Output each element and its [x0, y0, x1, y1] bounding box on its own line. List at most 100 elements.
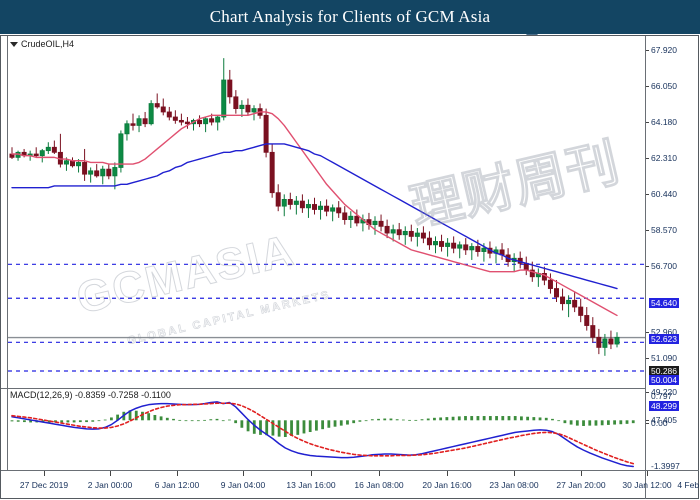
histogram-bar — [470, 416, 474, 421]
histogram-bar — [60, 420, 64, 423]
histogram-bar — [209, 419, 213, 421]
histogram-bar — [370, 419, 374, 421]
candle-body — [451, 242, 457, 249]
date-axis[interactable]: 27 Dec 2019 2 Jan 00:00 6 Jan 12:00 9 Jan 0… — [0, 471, 700, 499]
histogram-bar — [613, 420, 616, 425]
histogram-bar — [569, 420, 573, 425]
histogram-bar — [507, 416, 511, 421]
candle-body — [457, 244, 463, 249]
histogram-bar — [513, 416, 517, 421]
candle-body — [469, 246, 475, 251]
candle-body — [584, 315, 590, 326]
chart-left-border — [7, 36, 8, 471]
candle-body — [263, 114, 269, 153]
candle-body — [203, 118, 209, 125]
histogram-bar — [203, 419, 206, 421]
histogram-bar — [395, 419, 399, 421]
histogram-bar — [575, 420, 579, 426]
price-tick-label: 52.623 — [649, 334, 679, 344]
candle-body — [445, 242, 451, 247]
candle-body — [197, 119, 203, 125]
histogram-bar — [327, 420, 331, 428]
histogram-bar — [557, 420, 561, 422]
candle-body — [251, 108, 257, 113]
histogram-bar — [29, 420, 33, 423]
macd-line — [11, 401, 634, 468]
histogram-bar — [619, 420, 623, 425]
candle-body — [475, 246, 481, 252]
date-tick-label: 9 Jan 04:00 — [220, 480, 266, 490]
date-tick-label: 6 Jan 12:00 — [154, 480, 200, 490]
histogram-bar — [290, 420, 293, 436]
price-tick-label: 67.920 — [651, 45, 677, 55]
histogram-bar — [520, 416, 523, 421]
histogram-bar — [401, 419, 405, 421]
triangle-down-icon — [10, 41, 18, 47]
tick-mark — [646, 266, 649, 267]
candle-body — [560, 296, 566, 305]
date-tick-label: 27 Dec 2019 — [19, 480, 69, 490]
price-chart-pane[interactable] — [8, 41, 645, 386]
candle-body — [184, 121, 190, 125]
histogram-bar — [271, 420, 275, 436]
candle-body — [166, 111, 172, 118]
tick-mark — [646, 358, 649, 359]
price-axis[interactable]: 67.920 66.050 64.180 62.310 60.440 58.570 56.7… — [646, 36, 699, 425]
price-tick-label: 54.640 — [649, 298, 679, 308]
price-tick-label: 52.960 — [651, 327, 677, 337]
histogram-bar — [128, 410, 132, 421]
candle-body — [100, 168, 106, 177]
tick-mark — [646, 50, 649, 51]
tick-mark — [646, 420, 649, 421]
histogram-bar — [165, 417, 169, 421]
candle-body — [336, 207, 342, 214]
macd-chart-pane[interactable] — [8, 392, 645, 470]
moving-average-line — [11, 143, 618, 290]
histogram-bar — [315, 420, 318, 431]
candle-body — [481, 247, 487, 252]
histogram-bar — [116, 414, 120, 421]
date-tick-mark — [177, 471, 178, 476]
candle-body — [112, 167, 118, 177]
date-tick-mark — [311, 471, 312, 476]
candle-body — [154, 103, 160, 108]
candle-body — [305, 204, 311, 209]
histogram-bar — [308, 420, 312, 433]
candle-body — [396, 229, 402, 236]
histogram-bar — [72, 420, 76, 423]
histogram-bar — [10, 420, 14, 422]
candle-body — [390, 229, 396, 234]
histogram-bar — [439, 417, 443, 421]
candle-body — [63, 160, 69, 165]
histogram-bar — [302, 420, 306, 434]
histogram-bar — [283, 420, 287, 437]
macd-tick-label: -1.3997 — [651, 461, 680, 471]
price-axis-border — [645, 36, 646, 499]
histogram-bar — [153, 414, 157, 421]
histogram-bar — [228, 419, 231, 421]
date-tick-mark — [379, 471, 380, 476]
date-tick-label: 16 Jan 08:00 — [354, 480, 404, 490]
histogram-bar — [78, 420, 82, 423]
histogram-bar — [433, 417, 436, 421]
tick-mark — [646, 230, 649, 231]
histogram-bar — [389, 418, 393, 421]
histogram-bar — [172, 418, 175, 421]
histogram-bar — [97, 420, 101, 422]
histogram-bar — [296, 420, 300, 435]
tick-mark — [646, 158, 649, 159]
candle-body — [293, 200, 299, 205]
macd-tick-label: 0.797 — [651, 391, 673, 401]
candle-body — [439, 241, 445, 247]
histogram-bar — [85, 420, 88, 423]
candle-body — [178, 119, 184, 123]
date-tick-label: 23 Jan 08:00 — [489, 480, 539, 490]
histogram-bar — [377, 418, 380, 421]
histogram-bar — [252, 420, 256, 434]
symbol-selector[interactable]: CrudeOIL,H4 — [10, 39, 74, 49]
candle-body — [124, 123, 130, 135]
histogram-bar — [259, 420, 262, 435]
candle-body — [106, 168, 112, 177]
price-tick-label: 50.286 — [649, 366, 679, 376]
